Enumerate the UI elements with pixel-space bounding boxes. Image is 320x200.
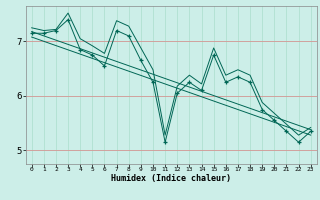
X-axis label: Humidex (Indice chaleur): Humidex (Indice chaleur) <box>111 174 231 183</box>
